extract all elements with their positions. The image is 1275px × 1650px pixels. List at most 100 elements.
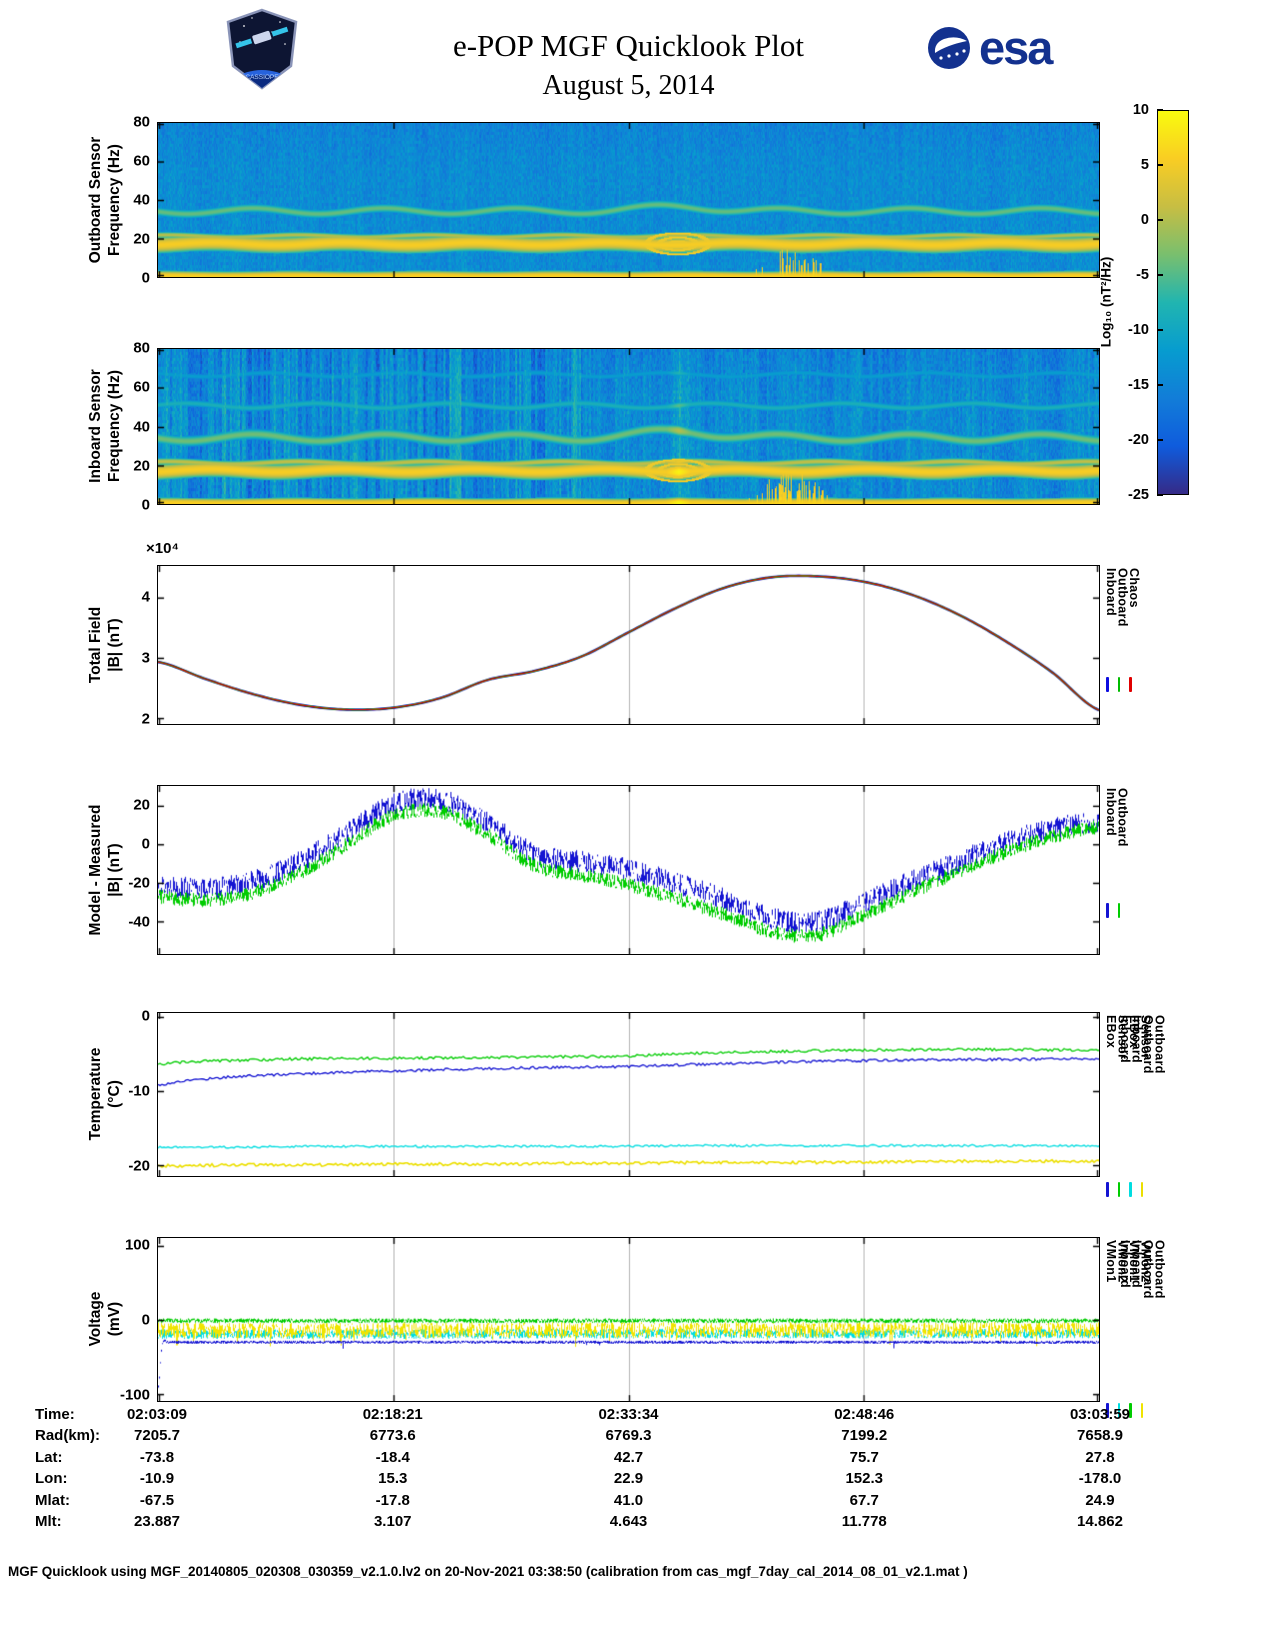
y-tick-label: 0: [141, 496, 150, 514]
esa-logo: esa: [926, 21, 1053, 74]
inboard-spectrogram-panel: [157, 348, 1100, 505]
ylabel-line: Inboard Sensor: [87, 369, 104, 483]
y-tick-label: 20: [133, 457, 150, 475]
time-axis-row-label: Mlt:: [35, 1513, 62, 1530]
time-axis-value: -178.0: [1078, 1470, 1122, 1488]
y-tick-label: -40: [128, 913, 150, 931]
y-tick-label: -100: [119, 1386, 150, 1403]
time-axis-value: 152.3: [845, 1470, 884, 1488]
time-axis-value: 75.7: [849, 1448, 879, 1466]
colorbar-tick-mark: [1157, 439, 1163, 441]
temperature-panel: [157, 1012, 1100, 1177]
y-tick-label: 2: [141, 710, 150, 728]
legend-label-inboard-ebox: Inboard EBox: [1104, 1015, 1132, 1063]
temperature-canvas: [158, 1013, 1099, 1176]
esa-globe-icon: [928, 26, 970, 69]
model-minus-measured-canvas: [158, 786, 1099, 954]
y-tick-label: 100: [124, 1236, 150, 1253]
legend-label-inboard-vmon1: Inboard VMon1: [1104, 1240, 1132, 1288]
ylabel-line: Temperature: [87, 1047, 104, 1141]
time-axis-row-label: Time:: [35, 1406, 75, 1423]
legend-marker: [1140, 1182, 1143, 1197]
ylabel-line: Voltage: [87, 1291, 104, 1347]
colorbar: [1157, 110, 1189, 495]
time-axis-value: 6773.6: [369, 1427, 416, 1445]
colorbar-tick-mark: [1157, 494, 1163, 496]
legend-marker: [1106, 1182, 1109, 1197]
legend-marker: [1117, 677, 1120, 692]
page-title: e-POP MGF Quicklook Plot: [452, 28, 805, 63]
time-axis-value: 11.778: [841, 1513, 887, 1530]
time-axis-value: 41.0: [613, 1491, 644, 1509]
time-axis-value: 03:03:59: [1069, 1406, 1131, 1423]
time-axis-row-label: Lat:: [35, 1448, 63, 1466]
ylabel-line: Model - Measured: [87, 804, 104, 936]
time-axis-value: 7658.9: [1077, 1427, 1123, 1445]
colorbar-tick-mark: [1157, 274, 1163, 276]
time-axis-value: 02:33:34: [598, 1406, 659, 1423]
time-axis-value: -67.5: [139, 1491, 175, 1509]
legend-marker: [1117, 1182, 1120, 1197]
y-tick-label: 0: [141, 1007, 150, 1025]
time-axis-value: 23.887: [134, 1513, 180, 1530]
cassiope-mission-logo: CASSIOPE: [226, 8, 298, 90]
time-axis-value: -18.4: [375, 1448, 410, 1466]
time-axis-value: -73.8: [139, 1448, 175, 1466]
colorbar-tick-mark: [1157, 329, 1163, 331]
y-tick-label: 80: [133, 339, 150, 357]
y-tick-label: -20: [128, 1157, 150, 1175]
y-tick-label: 20: [133, 796, 150, 814]
time-axis-row-label: Lon:: [35, 1470, 68, 1488]
time-axis-value: 4.643: [609, 1513, 648, 1530]
outboard-spectrogram-panel: [157, 122, 1100, 278]
colorbar-tick-mark: [1157, 164, 1163, 166]
time-axis-value: 02:48:46: [834, 1406, 895, 1423]
colorbar-tick-label: -5: [1136, 267, 1149, 283]
legend-label-inboard-sensor: Inboard Sensor: [1115, 1015, 1144, 1063]
colorbar-tick-mark: [1157, 219, 1163, 221]
colorbar-tick-label: -10: [1128, 322, 1149, 338]
time-axis-value: 22.9: [613, 1470, 644, 1488]
total-field-ylabel: Total Field |B| (nT): [86, 607, 124, 683]
legend-marker: [1106, 1403, 1109, 1418]
legend-marker: [1106, 677, 1109, 692]
time-axis-value: 02:18:21: [362, 1406, 423, 1423]
y-tick-label: -10: [128, 1082, 150, 1100]
ylabel-line: |B| (nT): [106, 618, 123, 672]
legend-label-outboard-vmon1: Outboard VMon1: [1127, 1240, 1155, 1299]
y-tick-label: 60: [133, 378, 150, 396]
legend-marker: [1129, 1182, 1132, 1197]
legend-label-inboard-vmon2: Inboard VMon2: [1115, 1240, 1144, 1288]
time-axis-value: 27.8: [1085, 1448, 1115, 1466]
time-axis-value: 67.7: [849, 1491, 879, 1509]
legend-label-outboard-vmon2: Outboard VMon2: [1138, 1240, 1167, 1299]
time-axis-value: 6769.3: [605, 1427, 652, 1445]
time-axis-value: 3.107: [373, 1513, 412, 1530]
legend-marker: [1129, 677, 1132, 692]
colorbar-tick-label: -15: [1128, 377, 1149, 393]
outboard-spectrogram-canvas: [158, 123, 1099, 277]
time-axis-value: 02:03:09: [126, 1406, 188, 1423]
legend-label-outboard: Outboard: [1115, 568, 1130, 627]
y-tick-label: 0: [141, 269, 150, 287]
legend-marker: [1117, 903, 1120, 918]
y-tick-label: 20: [133, 230, 150, 248]
y-tick-label: 60: [133, 152, 150, 170]
cassiope-logo-text: CASSIOPE: [245, 74, 279, 81]
colorbar-tick-mark: [1157, 109, 1163, 111]
time-axis-value: 14.862: [1077, 1513, 1123, 1530]
inboard-spectrogram-canvas: [158, 349, 1099, 504]
y-tick-label: 40: [133, 191, 150, 209]
y-tick-label: 4: [141, 588, 150, 606]
time-axis-row-label: Mlat:: [35, 1491, 70, 1509]
legend-marker: [1106, 903, 1109, 918]
time-axis-value: 7205.7: [134, 1427, 180, 1445]
legend-label-inboard: Inboard: [1104, 568, 1118, 616]
ylabel-line: Total Field: [87, 606, 104, 684]
legend-label-outboard-sensor: Outboard Sensor: [1138, 1015, 1167, 1074]
esa-logo-text: esa: [979, 21, 1053, 74]
time-axis-value: 7199.2: [841, 1427, 888, 1445]
colorbar-tick-label: 5: [1140, 157, 1149, 173]
colorbar-tick-mark: [1157, 384, 1163, 386]
